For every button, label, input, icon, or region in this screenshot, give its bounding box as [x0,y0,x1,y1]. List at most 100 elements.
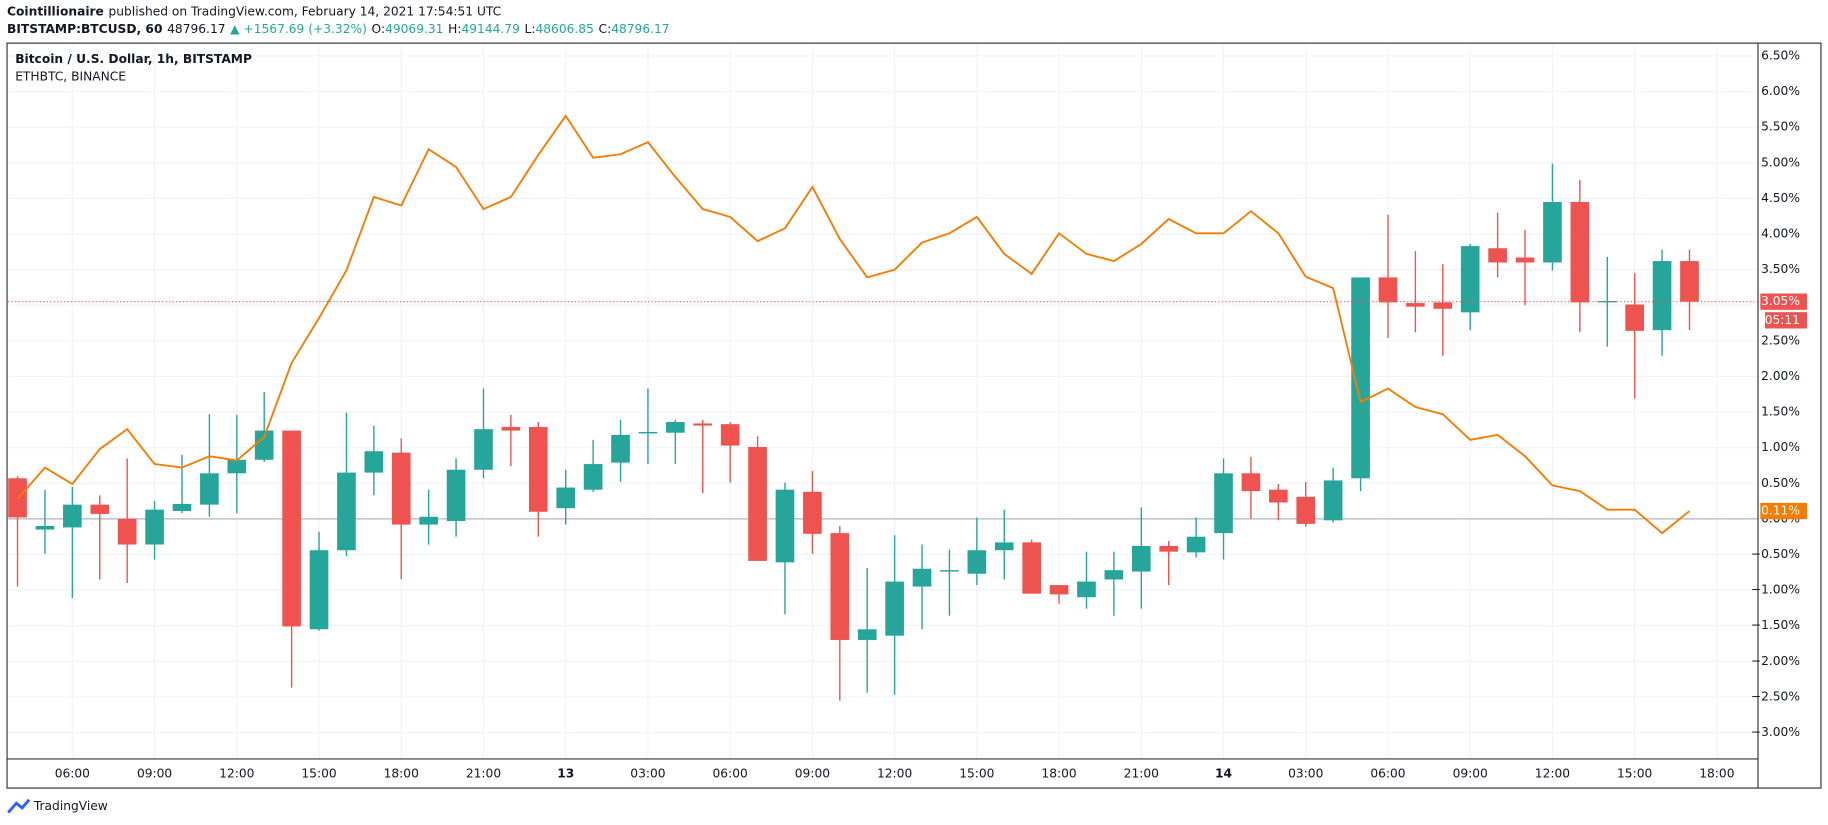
candle-body [1186,536,1206,553]
y-tick-label: 4.00% [1761,227,1800,241]
x-tick-label: 14 [1215,767,1232,781]
ohlc-value: 49069.31 [385,22,443,36]
candle-body [1515,257,1535,263]
x-tick-label: 15:00 [301,767,336,781]
candle-body [830,533,850,640]
line-series [16,114,1691,535]
plot-area [8,43,1759,759]
y-tick-label: 0.50% [1761,476,1800,490]
candle-body [1104,570,1124,580]
legend-entry: Bitcoin / U.S. Dollar, 1h, BITSTAMP [15,52,252,66]
x-tick-label: 09:00 [137,767,172,781]
legend-entry: ETHBTC, BINANCE [15,69,126,83]
x-tick-label: 06:00 [55,767,90,781]
y-tick-label: −0.50% [1751,547,1800,561]
x-tick-label: 13 [557,767,574,781]
countdown-label: 05:11 [1765,313,1800,327]
candle-body [63,504,82,528]
x-tick-label: 03:00 [1288,767,1323,781]
candle-body [474,429,493,470]
y-tick-label: −1.50% [1751,618,1800,632]
y-tick-label: 2.00% [1761,369,1800,383]
candle-body [254,430,274,460]
y-tick-label: 2.50% [1761,333,1800,347]
candle-body [419,516,438,525]
y-tick-label: 1.50% [1761,405,1800,419]
candle-body [391,452,411,525]
candle-body [912,568,932,587]
candle-body [1241,473,1261,492]
y-tick-label: −2.50% [1751,689,1800,703]
frame [6,42,1822,789]
ohlc-value: 48606.85 [535,22,593,36]
candle-body [748,446,767,561]
candle-body [1460,246,1480,313]
x-tick-label: 15:00 [1617,767,1652,781]
y-tick-label: −3.00% [1751,725,1800,739]
candle-body [1378,277,1398,303]
candle-body [857,629,877,640]
change: ▲ +1567.69 (+3.32%) [230,22,367,36]
logo-icon [7,798,31,814]
candle-body [693,423,713,426]
candle-body [35,526,55,530]
brand-logo: TradingView [7,798,108,814]
ohlc-label: O: [372,22,386,36]
x-tick-label: 09:00 [795,767,830,781]
candle-body [1543,201,1562,263]
candle-body [282,430,301,627]
y-tick-label: 6.00% [1761,84,1800,98]
x-tick-label: 15:00 [959,767,994,781]
candle-body [309,550,329,630]
ohlc-value: 49144.79 [461,22,519,36]
candle-body [967,550,987,574]
y-tick-label: 1.00% [1761,440,1800,454]
candle-body [1049,585,1069,595]
candle-body [1652,261,1672,331]
y-tick-label: 4.50% [1761,191,1800,205]
candle-body [775,489,795,563]
x-tick-label: 21:00 [466,767,501,781]
candle-body [994,542,1014,551]
candle-body [90,504,110,514]
candle-body [1269,489,1288,503]
candle-body [1351,277,1370,479]
brand: TradingView [33,799,108,813]
candle-body [364,451,384,473]
x-tick-label: 21:00 [1124,767,1159,781]
candle-body [1323,480,1343,521]
candle-body [528,427,548,512]
candle-body [227,459,247,474]
candle-body [666,422,685,433]
published-text: published on TradingView.com, February 1… [109,4,502,18]
ohlc-value: 48796.17 [611,22,669,36]
x-tick-label: 09:00 [1453,767,1488,781]
symbol: BITSTAMP:BTCUSD, 60 [7,22,162,36]
y-tick-label: 3.50% [1761,262,1800,276]
candle-body [1433,302,1453,309]
candle-body [583,464,603,490]
candle-body [200,473,219,505]
candle-body [940,570,959,572]
symbol-line: BITSTAMP:BTCUSD, 60 48796.17 ▲ +1567.69 (+… [7,22,670,36]
candle-body [501,427,521,431]
y-tick-label: −1.00% [1751,583,1800,597]
y-tick-label: −2.00% [1751,654,1800,668]
x-tick-label: 03:00 [630,767,665,781]
candle-body [1406,303,1425,307]
candle-body [1680,261,1699,302]
candle-body [1077,581,1096,598]
ohlc-label: H: [448,22,461,36]
price-marker [1760,502,1807,520]
candle-body [556,487,576,509]
candle-body [1159,545,1179,552]
x-tick-label: 12:00 [877,767,912,781]
x-tick-label: 18:00 [384,767,419,781]
candle-body [611,434,630,463]
x-tick-label: 06:00 [713,767,748,781]
candle-body [1570,201,1590,303]
x-tick-label: 12:00 [219,767,254,781]
candle-body [1296,496,1316,524]
y-tick-label: 5.00% [1761,155,1800,169]
publisher: Cointillionaire [7,4,104,18]
